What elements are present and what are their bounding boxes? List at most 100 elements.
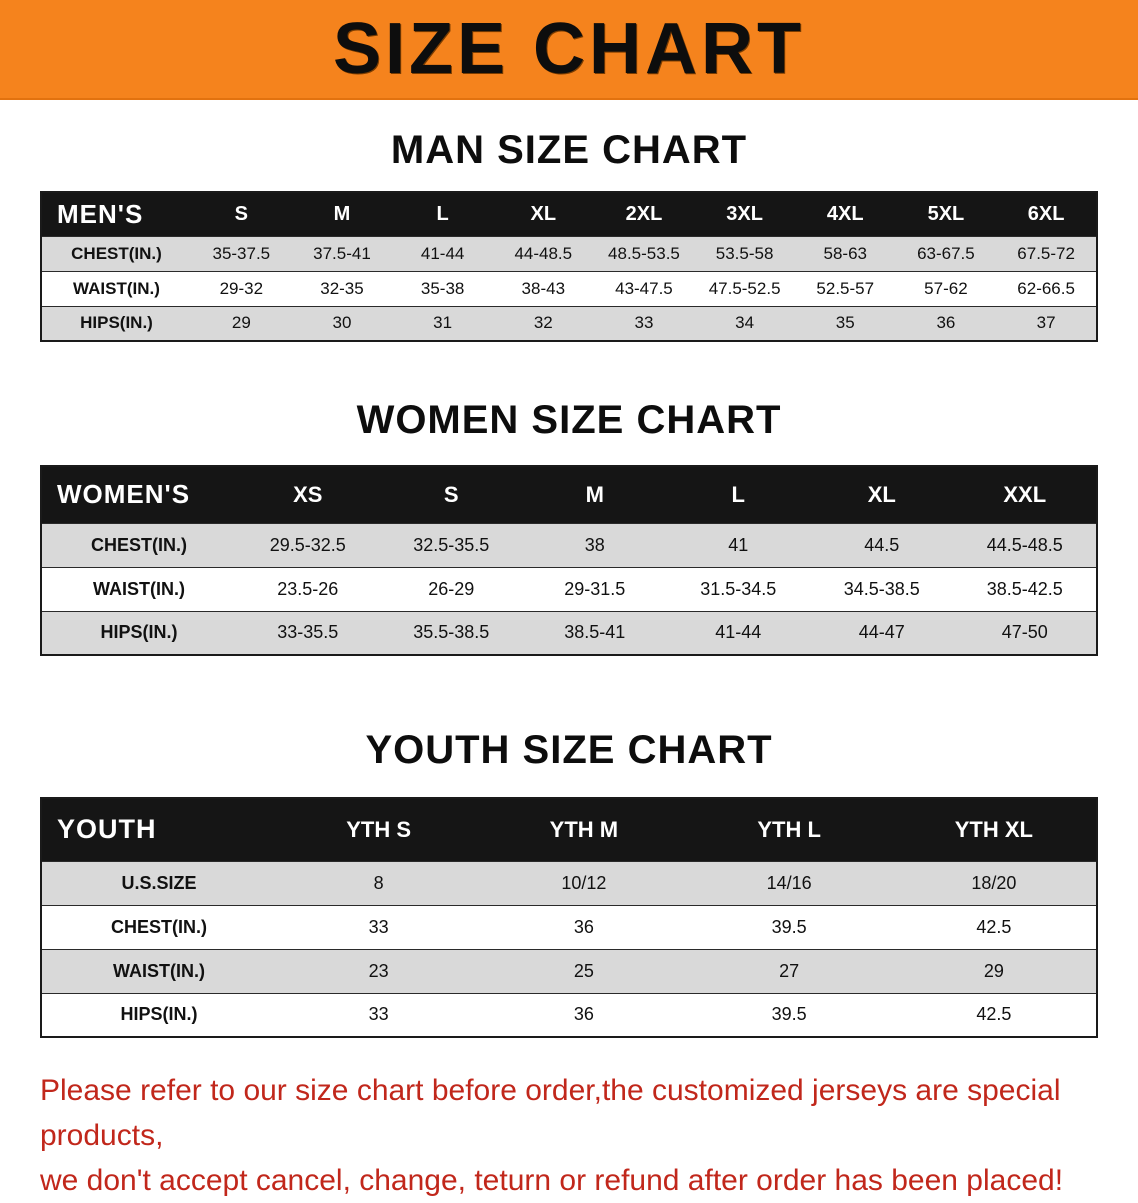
- women-size-table: WOMEN'S XS S M L XL XXL CHEST(IN.) 29.5-32.5 32.5…: [40, 465, 1098, 656]
- value-cell: 36: [481, 992, 687, 1037]
- size-header-cell: 3XL: [694, 192, 795, 236]
- value-cell: 18/20: [891, 860, 1097, 905]
- value-cell: 29: [191, 305, 292, 341]
- value-cell: 39.5: [686, 992, 892, 1037]
- women-section: WOMEN SIZE CHART WOMEN'S XS S M L XL XXL CHEST(…: [0, 398, 1138, 656]
- value-cell: 32-35: [291, 270, 393, 306]
- value-cell: 36: [895, 305, 997, 341]
- value-cell: 26-29: [379, 566, 523, 611]
- value-cell: 48.5-53.5: [593, 235, 695, 271]
- row-label-cell: HIPS(IN.): [41, 992, 276, 1037]
- value-cell: 29.5-32.5: [236, 522, 380, 567]
- table-row: CHEST(IN.) 33 36 39.5 42.5: [41, 904, 1097, 949]
- table-row: HIPS(IN.) 29 30 31 32 33 34 35 36 37: [41, 305, 1097, 341]
- value-cell: 44-47: [810, 610, 954, 655]
- value-cell: 43-47.5: [593, 270, 695, 306]
- value-cell: 34: [694, 305, 795, 341]
- footer-note: Please refer to our size chart before or…: [40, 1068, 1098, 1203]
- footer-note-line-2: we don't accept cancel, change, teturn o…: [40, 1164, 1064, 1197]
- value-cell: 44.5-48.5: [953, 522, 1097, 567]
- value-cell: 38.5-41: [523, 610, 667, 655]
- value-cell: 42.5: [891, 992, 1097, 1037]
- value-cell: 38.5-42.5: [953, 566, 1097, 611]
- value-cell: 57-62: [895, 270, 997, 306]
- size-header-cell: L: [666, 466, 810, 523]
- value-cell: 31.5-34.5: [666, 566, 810, 611]
- size-header-cell: 4XL: [794, 192, 896, 236]
- banner-title: SIZE CHART: [333, 9, 805, 89]
- table-title-cell: YOUTH: [41, 798, 276, 861]
- value-cell: 67.5-72: [996, 235, 1097, 271]
- value-cell: 39.5: [686, 904, 892, 949]
- size-header-cell: YTH XL: [891, 798, 1097, 861]
- value-cell: 23: [276, 948, 482, 993]
- value-cell: 41: [666, 522, 810, 567]
- row-label-cell: WAIST(IN.): [41, 270, 191, 306]
- table-row: WAIST(IN.) 23.5-26 26-29 29-31.5 31.5-34.5 34…: [41, 566, 1097, 611]
- value-cell: 44.5: [810, 522, 954, 567]
- youth-section-heading: YOUTH SIZE CHART: [365, 728, 773, 772]
- table-row: HIPS(IN.) 33-35.5 35.5-38.5 38.5-41 41-44 44-…: [41, 610, 1097, 655]
- row-label-cell: CHEST(IN.): [41, 522, 236, 567]
- value-cell: 58-63: [794, 235, 896, 271]
- value-cell: 33-35.5: [236, 610, 380, 655]
- size-header-cell: S: [191, 192, 292, 236]
- value-cell: 33: [276, 992, 482, 1037]
- value-cell: 44-48.5: [492, 235, 594, 271]
- size-header-cell: XL: [492, 192, 594, 236]
- value-cell: 33: [276, 904, 482, 949]
- value-cell: 52.5-57: [794, 270, 896, 306]
- table-title-cell: WOMEN'S: [41, 466, 236, 523]
- value-cell: 25: [481, 948, 687, 993]
- men-section-heading: MAN SIZE CHART: [390, 128, 748, 172]
- value-cell: 47.5-52.5: [694, 270, 795, 306]
- size-header-cell: XL: [810, 466, 954, 523]
- value-cell: 14/16: [686, 860, 892, 905]
- youth-size-table: YOUTH YTH S YTH M YTH L YTH XL U.S.SIZE 8 10/12…: [40, 797, 1098, 1038]
- value-cell: 32: [492, 305, 594, 341]
- value-cell: 23.5-26: [236, 566, 380, 611]
- size-header-cell: M: [291, 192, 393, 236]
- value-cell: 35.5-38.5: [379, 610, 523, 655]
- table-header-row: YOUTH YTH S YTH M YTH L YTH XL: [41, 798, 1097, 861]
- value-cell: 30: [291, 305, 393, 341]
- size-header-cell: YTH L: [686, 798, 892, 861]
- value-cell: 36: [481, 904, 687, 949]
- row-label-cell: U.S.SIZE: [41, 860, 276, 905]
- value-cell: 10/12: [481, 860, 687, 905]
- row-label-cell: HIPS(IN.): [41, 305, 191, 341]
- row-label-cell: WAIST(IN.): [41, 566, 236, 611]
- value-cell: 41-44: [666, 610, 810, 655]
- value-cell: 31: [392, 305, 493, 341]
- size-header-cell: YTH S: [276, 798, 482, 861]
- table-row: CHEST(IN.) 35-37.5 37.5-41 41-44 44-48.5 48.5…: [41, 235, 1097, 271]
- value-cell: 34.5-38.5: [810, 566, 954, 611]
- table-header-row: WOMEN'S XS S M L XL XXL: [41, 466, 1097, 523]
- value-cell: 27: [686, 948, 892, 993]
- value-cell: 33: [593, 305, 695, 341]
- value-cell: 29-31.5: [523, 566, 667, 611]
- women-section-heading: WOMEN SIZE CHART: [356, 398, 782, 442]
- value-cell: 47-50: [953, 610, 1097, 655]
- table-header-row: MEN'S S M L XL 2XL 3XL 4XL 5XL 6XL: [41, 192, 1097, 236]
- men-section: MAN SIZE CHART MEN'S S M L XL 2XL 3XL 4XL 5XL 6XL…: [0, 128, 1138, 342]
- value-cell: 29-32: [191, 270, 292, 306]
- value-cell: 38: [523, 522, 667, 567]
- value-cell: 29: [891, 948, 1097, 993]
- value-cell: 35-38: [392, 270, 493, 306]
- row-label-cell: HIPS(IN.): [41, 610, 236, 655]
- size-header-cell: XXL: [953, 466, 1097, 523]
- value-cell: 37: [996, 305, 1097, 341]
- row-label-cell: CHEST(IN.): [41, 235, 191, 271]
- table-title-cell: MEN'S: [41, 192, 191, 236]
- value-cell: 41-44: [392, 235, 493, 271]
- size-chart-banner: SIZE CHART: [0, 0, 1138, 100]
- row-label-cell: WAIST(IN.): [41, 948, 276, 993]
- value-cell: 37.5-41: [291, 235, 393, 271]
- table-row: HIPS(IN.) 33 36 39.5 42.5: [41, 992, 1097, 1037]
- footer-note-line-1: Please refer to our size chart before or…: [40, 1074, 1061, 1152]
- size-header-cell: 2XL: [593, 192, 695, 236]
- value-cell: 42.5: [891, 904, 1097, 949]
- size-header-cell: S: [379, 466, 523, 523]
- table-row: WAIST(IN.) 23 25 27 29: [41, 948, 1097, 993]
